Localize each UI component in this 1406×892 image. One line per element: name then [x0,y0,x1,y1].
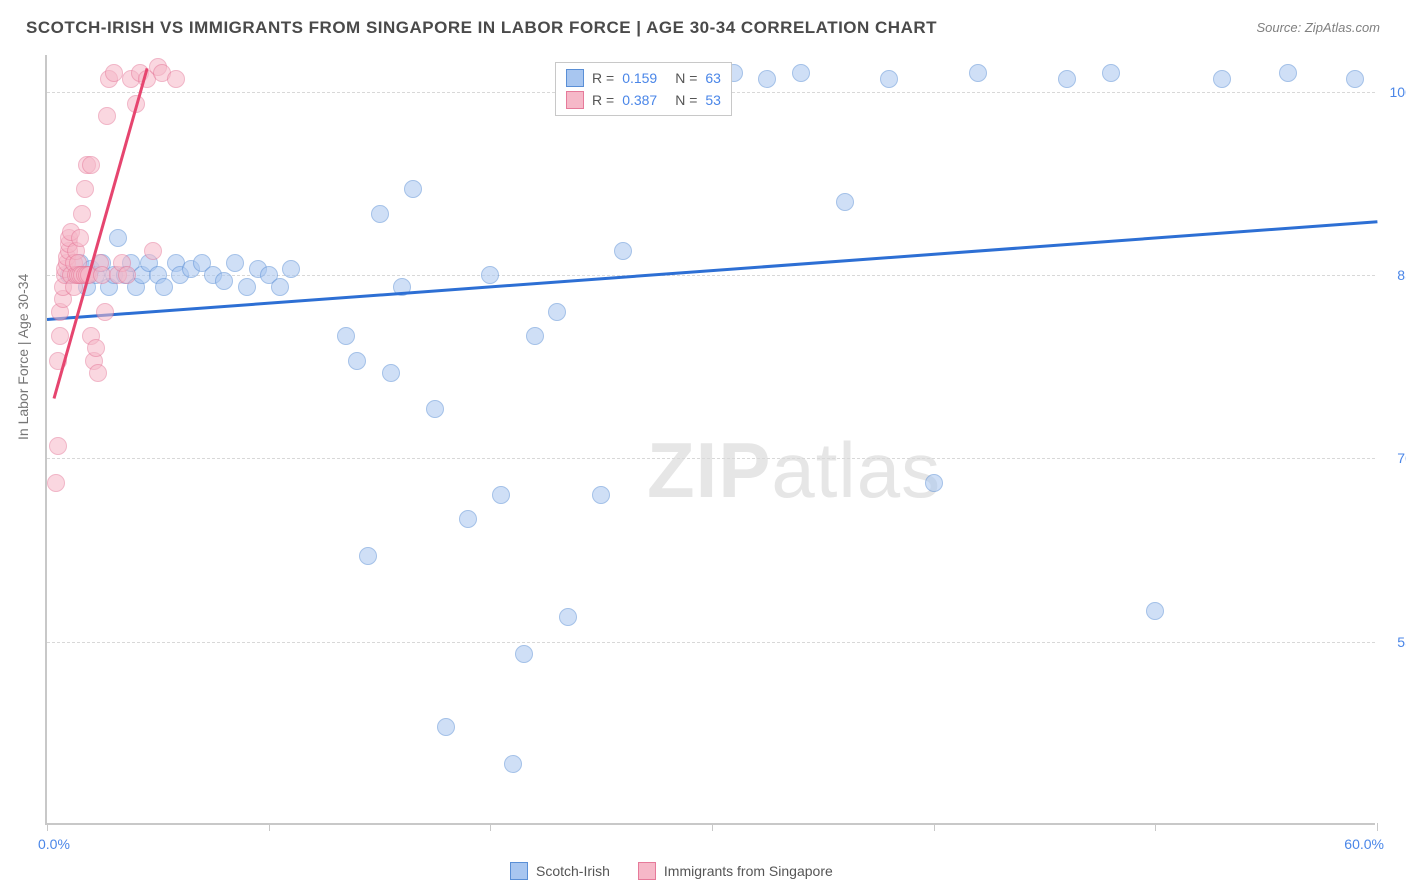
r-value: 0.387 [622,92,667,108]
scatter-point [98,107,116,125]
x-tick [1377,823,1378,831]
source-attribution: Source: ZipAtlas.com [1256,20,1380,35]
scatter-point [359,547,377,565]
scatter-point [404,180,422,198]
scatter-point [71,229,89,247]
legend-swatch [638,862,656,880]
scatter-point [515,645,533,663]
scatter-point [49,437,67,455]
legend-label: Immigrants from Singapore [664,863,833,879]
legend-row: R = 0.159 N = 63 [566,67,721,89]
scatter-point [880,70,898,88]
scatter-point [758,70,776,88]
scatter-point [792,64,810,82]
legend-item: Scotch-Irish [510,862,610,880]
x-axis-min-label: 0.0% [38,836,70,852]
scatter-point [282,260,300,278]
scatter-point [73,205,91,223]
scatter-point [614,242,632,260]
x-tick [490,823,491,831]
scatter-point [82,156,100,174]
x-tick [47,823,48,831]
legend-item: Immigrants from Singapore [638,862,833,880]
scatter-point [118,266,136,284]
scatter-point [348,352,366,370]
legend-swatch [510,862,528,880]
scatter-point [1213,70,1231,88]
scatter-point [96,303,114,321]
r-label: R = [592,70,614,86]
scatter-point [459,510,477,528]
scatter-point [238,278,256,296]
legend-swatch [566,69,584,87]
scatter-point [1146,602,1164,620]
grid-line [47,275,1375,276]
scatter-plot-area: ZIPatlas 55.0%70.0%85.0%100.0% [45,55,1375,825]
legend-label: Scotch-Irish [536,863,610,879]
y-tick-label: 70.0% [1382,450,1406,466]
scatter-point [144,242,162,260]
scatter-point [592,486,610,504]
r-value: 0.159 [622,70,667,86]
scatter-point [167,70,185,88]
scatter-point [371,205,389,223]
scatter-point [526,327,544,345]
scatter-point [215,272,233,290]
x-tick [1155,823,1156,831]
scatter-point [155,278,173,296]
x-tick [269,823,270,831]
scatter-point [109,229,127,247]
scatter-point [51,327,69,345]
x-tick [712,823,713,831]
scatter-point [89,364,107,382]
scatter-point [87,339,105,357]
scatter-point [105,64,123,82]
trend-line [47,220,1377,321]
scatter-point [1346,70,1364,88]
y-tick-label: 100.0% [1382,84,1406,100]
scatter-point [437,718,455,736]
y-tick-label: 55.0% [1382,634,1406,650]
scatter-point [836,193,854,211]
x-tick [934,823,935,831]
scatter-point [925,474,943,492]
n-label: N = [675,92,697,108]
scatter-point [1279,64,1297,82]
legend-row: R = 0.387 N = 53 [566,89,721,111]
scatter-point [76,180,94,198]
grid-line [47,642,1375,643]
scatter-point [271,278,289,296]
scatter-point [1058,70,1076,88]
scatter-point [504,755,522,773]
scatter-point [226,254,244,272]
chart-title: SCOTCH-IRISH VS IMMIGRANTS FROM SINGAPOR… [26,18,937,38]
scatter-point [559,608,577,626]
n-label: N = [675,70,697,86]
grid-line [47,458,1375,459]
scatter-point [47,474,65,492]
series-legend: Scotch-Irish Immigrants from Singapore [510,862,833,880]
scatter-point [426,400,444,418]
r-label: R = [592,92,614,108]
y-axis-label: In Labor Force | Age 30-34 [15,274,31,440]
scatter-point [492,486,510,504]
scatter-point [548,303,566,321]
correlation-legend: R = 0.159 N = 63 R = 0.387 N = 53 [555,62,732,116]
y-tick-label: 85.0% [1382,267,1406,283]
scatter-point [382,364,400,382]
legend-swatch [566,91,584,109]
scatter-point [969,64,987,82]
n-value: 63 [705,70,721,86]
scatter-point [481,266,499,284]
n-value: 53 [705,92,721,108]
scatter-point [1102,64,1120,82]
scatter-point [337,327,355,345]
x-axis-max-label: 60.0% [1344,836,1384,852]
watermark-text: ZIPatlas [647,425,941,516]
